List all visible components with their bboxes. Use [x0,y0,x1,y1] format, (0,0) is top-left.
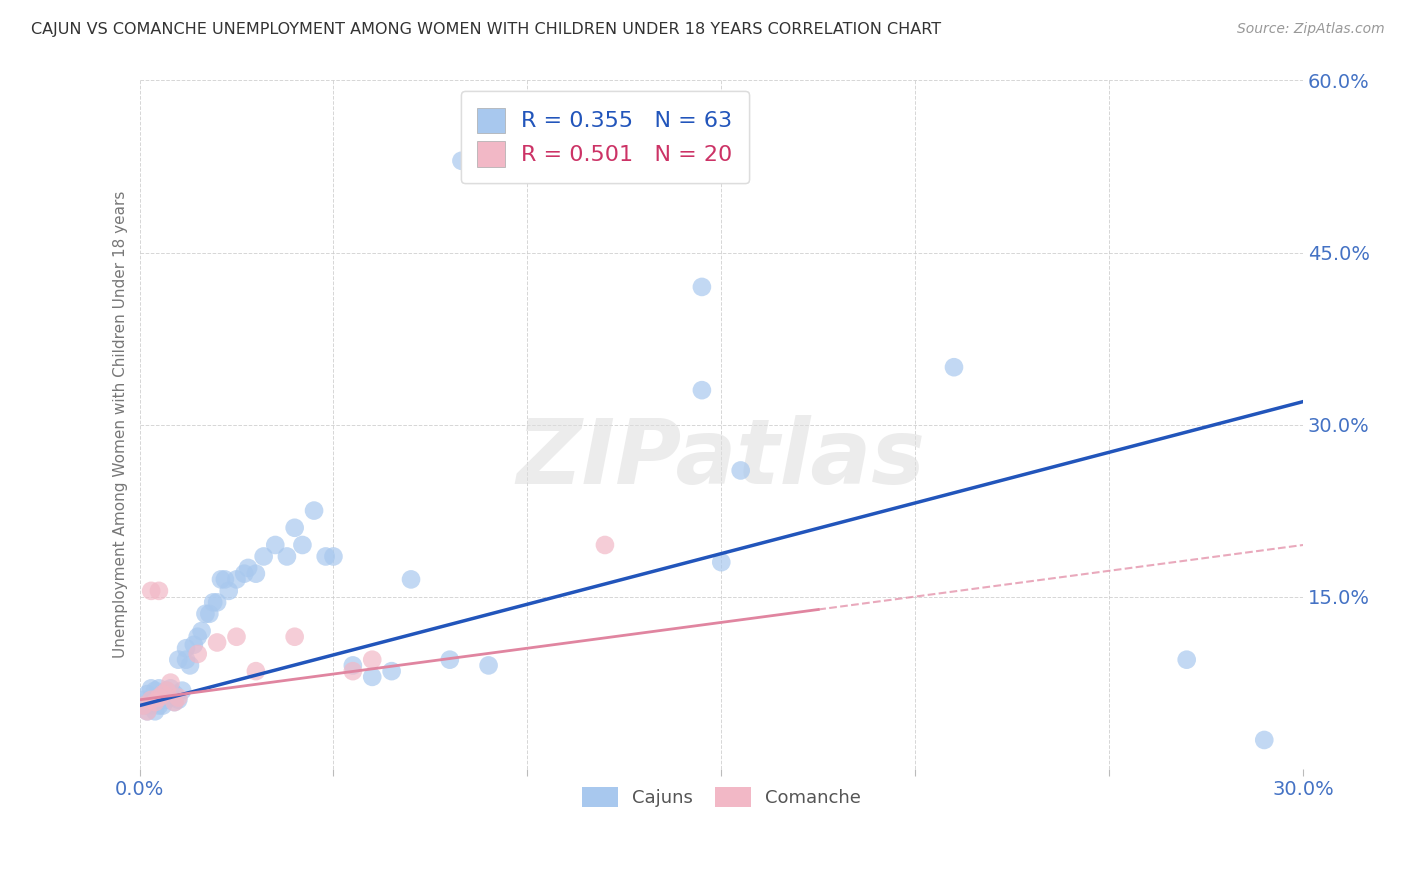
Point [141,693,163,707]
Point [143,693,166,707]
Text: CAJUN VS COMANCHE UNEMPLOYMENT AMONG WOMEN WITH CHILDREN UNDER 18 YEARS CORRELAT: CAJUN VS COMANCHE UNEMPLOYMENT AMONG WOM… [31,22,941,37]
Point [152,693,174,707]
Point [264,538,287,552]
Point [291,538,314,552]
Point [943,360,966,375]
Point [190,624,212,638]
Point [233,566,256,581]
Point [132,693,155,707]
Point [361,653,384,667]
Point [315,549,337,564]
Point [156,683,179,698]
Point [245,664,267,678]
Point [361,670,384,684]
Point [141,583,163,598]
Point [342,664,364,678]
Point [187,647,209,661]
Point [236,561,259,575]
Point [148,681,170,696]
Point [136,704,159,718]
Point [225,630,247,644]
Point [167,690,190,705]
Point [148,690,170,705]
Point [218,583,240,598]
Point [690,383,713,397]
Point [194,607,217,621]
Point [148,690,170,705]
Point [202,595,225,609]
Point [152,698,174,713]
Point [187,630,209,644]
Point [156,693,179,707]
Point [399,573,422,587]
Point [1253,733,1275,747]
Point [163,695,186,709]
Y-axis label: Unemployment Among Women with Children Under 18 years: Unemployment Among Women with Children U… [114,191,128,658]
Point [710,555,733,569]
Point [159,681,181,696]
Point [205,595,228,609]
Point [143,695,166,709]
Point [302,503,325,517]
Point [141,693,163,707]
Point [136,687,159,701]
Point [143,704,166,718]
Point [163,695,186,709]
Point [478,658,501,673]
Point [167,693,190,707]
Point [342,658,364,673]
Point [132,698,155,713]
Point [276,549,298,564]
Point [730,463,752,477]
Point [172,683,194,698]
Point [174,653,197,667]
Point [205,635,228,649]
Point [141,681,163,696]
Point [690,280,713,294]
Point [136,704,159,718]
Point [450,153,472,168]
Point [132,698,155,713]
Point [381,664,404,678]
Point [225,573,247,587]
Point [214,573,236,587]
Point [156,683,179,698]
Point [284,521,307,535]
Point [439,653,461,667]
Point [1175,653,1198,667]
Point [183,638,205,652]
Point [159,690,181,705]
Point [253,549,276,564]
Point [152,687,174,701]
Point [159,675,181,690]
Point [152,687,174,701]
Point [174,641,197,656]
Point [141,698,163,713]
Point [489,142,512,156]
Point [198,607,221,621]
Point [209,573,232,587]
Point [136,698,159,713]
Point [143,683,166,698]
Legend: Cajuns, Comanche: Cajuns, Comanche [574,780,869,814]
Point [163,687,186,701]
Point [284,630,307,644]
Point [593,538,616,552]
Text: ZIPatlas: ZIPatlas [517,415,925,503]
Point [148,698,170,713]
Point [322,549,344,564]
Point [179,658,201,673]
Point [148,583,170,598]
Point [245,566,267,581]
Point [167,653,190,667]
Text: Source: ZipAtlas.com: Source: ZipAtlas.com [1237,22,1385,37]
